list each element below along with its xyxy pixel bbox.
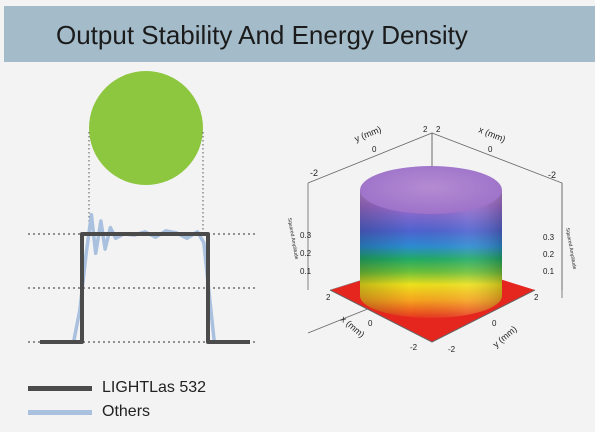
plot-tick-labels: -2 -2 0 0 2 2 0.3 0.2 0.1 0.3 0.2 0.1 2 … [300,125,556,354]
legend-swatch-lightlas [28,385,92,391]
tick-corner-left: 2 [423,125,428,134]
axis-label-y-back: y (mm) [353,124,383,144]
tick-z-left-2: 0.2 [300,249,312,258]
legend-item-others: Others [28,400,206,424]
tick-x-back-right: -2 [548,170,556,180]
legend-swatch-others [28,409,92,415]
legend: LIGHTLas 532 Others [28,376,206,424]
legend-label-lightlas: LIGHTLas 532 [102,379,207,396]
axis-label-x-front: x (mm) [339,314,367,340]
tick-x-front-2: 0 [368,319,373,328]
series-line-lightlas-532 [40,232,250,344]
legend-label-others: Others [102,403,151,420]
axis-label-x-back: x (mm) [477,125,507,145]
plot-floor-front-left [329,289,433,343]
tick-z-right-2: 0.2 [543,250,555,259]
tick-y-back-mid: 0 [372,145,377,154]
tick-y-back-left: -2 [310,168,318,178]
tick-z-right-3: 0.1 [543,267,555,276]
legend-item-lightlas: LIGHTLas 532 [28,376,206,400]
tick-corner-right: 2 [436,125,441,134]
axis-label-z-left: Squared Amplitude [286,217,299,260]
header-bar: Output Stability And Energy Density [4,6,595,62]
axis-label-z-right: Squared Amplitude [564,227,577,270]
plot-floor-front-right [431,289,536,343]
beam-cylinder-top [360,166,502,214]
tick-x-front-3: -2 [410,343,418,352]
beam-cylinder-shade [360,190,502,318]
tick-z-left-1: 0.3 [300,231,312,240]
tick-y-front-3: 2 [534,293,539,302]
tick-z-right-1: 0.3 [543,233,555,242]
tick-y-front-2: 0 [492,319,497,328]
tick-x-front-1: 2 [326,293,331,302]
tick-x-back-mid: 0 [488,145,493,154]
page-title: Output Stability And Energy Density [56,20,468,50]
tick-y-front-1: -2 [448,345,456,354]
tick-z-left-3: 0.1 [300,267,312,276]
beam-spot [89,71,203,185]
beam-cylinder [360,166,502,318]
